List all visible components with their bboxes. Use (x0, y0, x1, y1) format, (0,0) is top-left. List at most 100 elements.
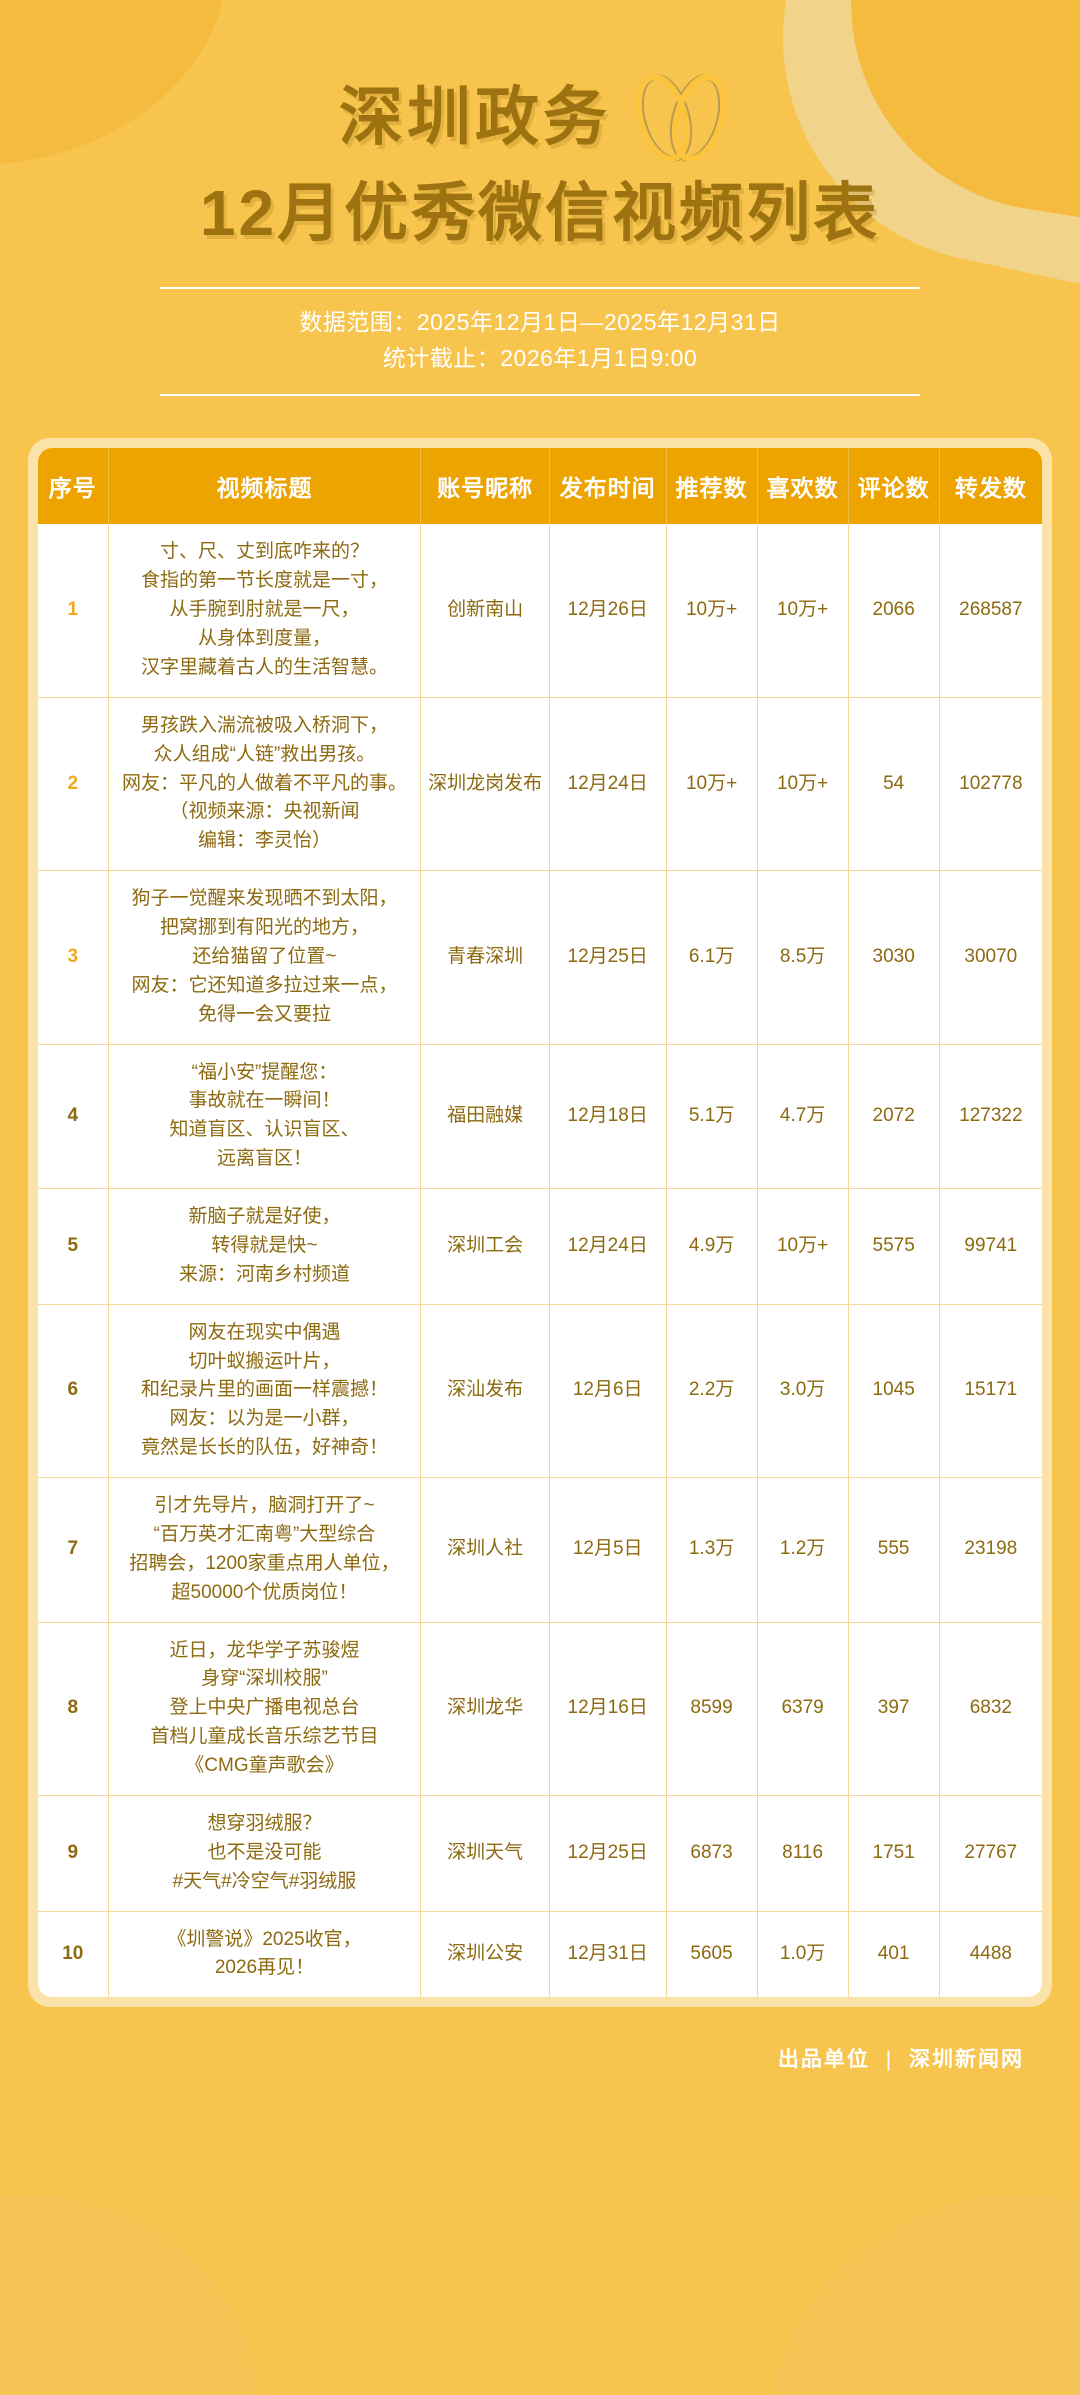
data-cutoff-text: 统计截止：2026年1月1日9:00 (382, 344, 698, 371)
cell-video-title: 寸、尺、丈到底咋来的？ 食指的第一节长度就是一寸， 从手腕到肘就是一尺， 从身体到度量… (108, 524, 422, 698)
cell-comment-count: 1045 (848, 1303, 940, 1478)
cell-index: 2 (38, 696, 109, 871)
cell-nickname: 创新南山 (420, 524, 550, 698)
page-header: 深圳政务 12月优秀微信视频列表 (0, 0, 1080, 247)
table-header: 序号 视频标题 账号昵称 发布时间 推荐数 喜欢数 评论数 转发数 (38, 448, 1042, 525)
cell-nickname: 深圳公安 (420, 1910, 550, 1998)
page-title-line1: 深圳政务 (339, 81, 611, 154)
cell-publish-date: 12月24日 (549, 1188, 667, 1305)
cell-like-count: 10万+ (757, 524, 849, 698)
blob-bottom-left (0, 2195, 260, 2395)
cell-comment-count: 2066 (848, 524, 940, 698)
cell-video-title: 想穿羽绒服？ 也不是没可能 #天气#冷空气#羽绒服 (108, 1794, 422, 1912)
cell-comment-count: 5575 (848, 1188, 940, 1305)
cell-video-title: 狗子一觉醒来发现晒不到太阳， 把窝挪到有阳光的地方， 还给猫留了位置~ 网友：它还知道… (108, 870, 422, 1045)
col-header-like: 喜欢数 (757, 448, 849, 525)
col-header-comment: 评论数 (848, 448, 940, 525)
cell-nickname: 深圳人社 (420, 1477, 550, 1623)
cell-like-count: 8.5万 (757, 870, 849, 1045)
cell-forward-count: 127322 (939, 1043, 1042, 1189)
cell-publish-date: 12月24日 (549, 696, 667, 871)
cell-index: 1 (38, 524, 109, 698)
cell-recommend-count: 10万+ (666, 524, 758, 698)
table-row: 6 网友在现实中偶遇 切叶蚁搬运叶片， 和纪录片里的画面一样震撼！ 网友：以为是一小群，… (38, 1303, 1042, 1478)
cell-publish-date: 12月25日 (549, 1794, 667, 1912)
col-header-index: 序号 (38, 448, 109, 525)
table-row: 1 寸、尺、丈到底咋来的？ 食指的第一节长度就是一寸， 从手腕到肘就是一尺， 从身体到度… (38, 524, 1042, 698)
cell-index: 5 (38, 1188, 109, 1305)
ranking-table-card: 序号 视频标题 账号昵称 发布时间 推荐数 喜欢数 评论数 转发数 1 寸、尺、丈… (28, 438, 1052, 2008)
cell-publish-date: 12月18日 (549, 1043, 667, 1189)
cell-like-count: 6379 (757, 1621, 849, 1796)
table-body: 1 寸、尺、丈到底咋来的？ 食指的第一节长度就是一寸， 从手腕到肘就是一尺， 从身体到度… (38, 524, 1042, 1998)
col-header-nickname: 账号昵称 (420, 448, 550, 525)
cell-recommend-count: 1.3万 (666, 1477, 758, 1623)
col-header-date: 发布时间 (549, 448, 667, 525)
table-row: 10 《圳警说》2025收官， 2026再见！ 深圳公安 12月31日 5605 1.0万 4… (38, 1910, 1042, 1998)
cell-forward-count: 268587 (959, 599, 1023, 621)
footer-separator: | (885, 2048, 894, 2072)
table-row: 8 近日，龙华学子苏骏煜 身穿“深圳校服” 登上中央广播电视总台 首档儿童成长音乐综艺节… (38, 1621, 1042, 1796)
table-row: 2 男孩跌入湍流被吸入桥洞下， 众人组成“人链”救出男孩。 网友：平凡的人做着不平凡的… (38, 696, 1042, 871)
cell-like-count: 8116 (757, 1794, 849, 1912)
cell-recommend-count: 6.1万 (666, 870, 758, 1045)
cell-like-count: 1.0万 (757, 1910, 849, 1998)
cell-index: 9 (38, 1794, 109, 1912)
table-row: 3 狗子一觉醒来发现晒不到太阳， 把窝挪到有阳光的地方， 还给猫留了位置~ 网友：它还知… (38, 870, 1042, 1045)
cell-comment-count: 54 (848, 696, 940, 871)
cell-forward-count: 102778 (939, 696, 1042, 871)
cell-comment-count: 3030 (848, 870, 940, 1045)
cell-like-count: 4.7万 (757, 1043, 849, 1189)
cell-video-title: 《圳警说》2025收官， 2026再见！ (108, 1910, 422, 1998)
cell-like-count: 10万+ (757, 696, 849, 871)
title-row: 深圳政务 (0, 70, 1080, 166)
cell-forward-count: 99741 (939, 1188, 1042, 1305)
cell-index: 6 (38, 1303, 109, 1478)
cell-like-count: 3.0万 (757, 1303, 849, 1478)
cell-comment-count: 397 (848, 1621, 940, 1796)
footer-publisher: 深圳新闻网 (909, 2048, 1024, 2072)
cell-video-title: 引才先导片，脑洞打开了~ “百万英才汇南粤”大型综合 招聘会，1200家重点用人单位… (108, 1477, 422, 1623)
cell-forward-count: 15171 (939, 1303, 1042, 1478)
cell-comment-count: 2072 (848, 1043, 940, 1189)
cell-video-title: 新脑子就是好使， 转得就是快~ 来源：河南乡村频道 (108, 1188, 422, 1305)
cell-publish-date: 12月26日 (549, 524, 667, 698)
cell-nickname: 深汕发布 (420, 1303, 550, 1478)
cell-publish-date: 12月25日 (549, 870, 667, 1045)
cell-forward-count: 30070 (939, 870, 1042, 1045)
cell-comment-count: 555 (848, 1477, 940, 1623)
table-row: 5 新脑子就是好使， 转得就是快~ 来源：河南乡村频道 深圳工会 12月24日 4.9万 10… (38, 1188, 1042, 1305)
cell-nickname: 深圳龙华 (420, 1621, 550, 1796)
cell-index: 3 (38, 870, 109, 1045)
cell-nickname: 福田融媒 (420, 1043, 550, 1189)
cell-nickname: 深圳天气 (420, 1794, 550, 1912)
table-header-row: 序号 视频标题 账号昵称 发布时间 推荐数 喜欢数 评论数 转发数 (38, 448, 1042, 525)
table-row: 9 想穿羽绒服？ 也不是没可能 #天气#冷空气#羽绒服 深圳天气 12月25日 6873 81… (38, 1794, 1042, 1912)
cell-publish-date: 12月16日 (549, 1621, 667, 1796)
shenzhen-butterfly-logo-icon (635, 74, 727, 162)
cell-video-title: 网友在现实中偶遇 切叶蚁搬运叶片， 和纪录片里的画面一样震撼！ 网友：以为是一小群，竟… (108, 1303, 422, 1478)
data-range-block: 数据范围：2025年12月1日—2025年12月31日 统计截止：2026年1月… (160, 287, 920, 397)
cell-index: 8 (38, 1621, 109, 1796)
cell-video-title: “福小安”提醒您： 事故就在一瞬间！ 知道盲区、认识盲区、 远离盲区！ (108, 1043, 422, 1189)
blob-bottom-right (770, 2195, 1080, 2395)
data-range-text: 数据范围：2025年12月1日—2025年12月31日 (299, 309, 781, 336)
cell-like-count: 10万+ (757, 1188, 849, 1305)
col-header-recommend: 推荐数 (666, 448, 758, 525)
footer-label: 出品单位 (777, 2048, 870, 2072)
cell-publish-date: 12月31日 (549, 1910, 667, 1998)
cell-forward-count: 27767 (939, 1794, 1042, 1912)
cell-recommend-count: 5605 (666, 1910, 758, 1998)
cell-video-title: 近日，龙华学子苏骏煜 身穿“深圳校服” 登上中央广播电视总台 首档儿童成长音乐综艺节目… (108, 1621, 422, 1796)
cell-nickname: 深圳工会 (420, 1188, 550, 1305)
ranking-table: 序号 视频标题 账号昵称 发布时间 推荐数 喜欢数 评论数 转发数 1 寸、尺、丈… (38, 448, 1042, 1998)
cell-index: 7 (38, 1477, 109, 1623)
cell-publish-date: 12月5日 (549, 1477, 667, 1623)
page-title-line2: 12月优秀微信视频列表 (199, 177, 881, 249)
cell-recommend-count: 10万+ (666, 696, 758, 871)
col-header-title: 视频标题 (108, 448, 422, 525)
cell-recommend-count: 2.2万 (666, 1303, 758, 1478)
cell-comment-count: 401 (848, 1910, 940, 1998)
footer: 出品单位 | 深圳新闻网 (0, 2043, 1080, 2073)
cell-nickname: 深圳龙岗发布 (420, 696, 550, 871)
